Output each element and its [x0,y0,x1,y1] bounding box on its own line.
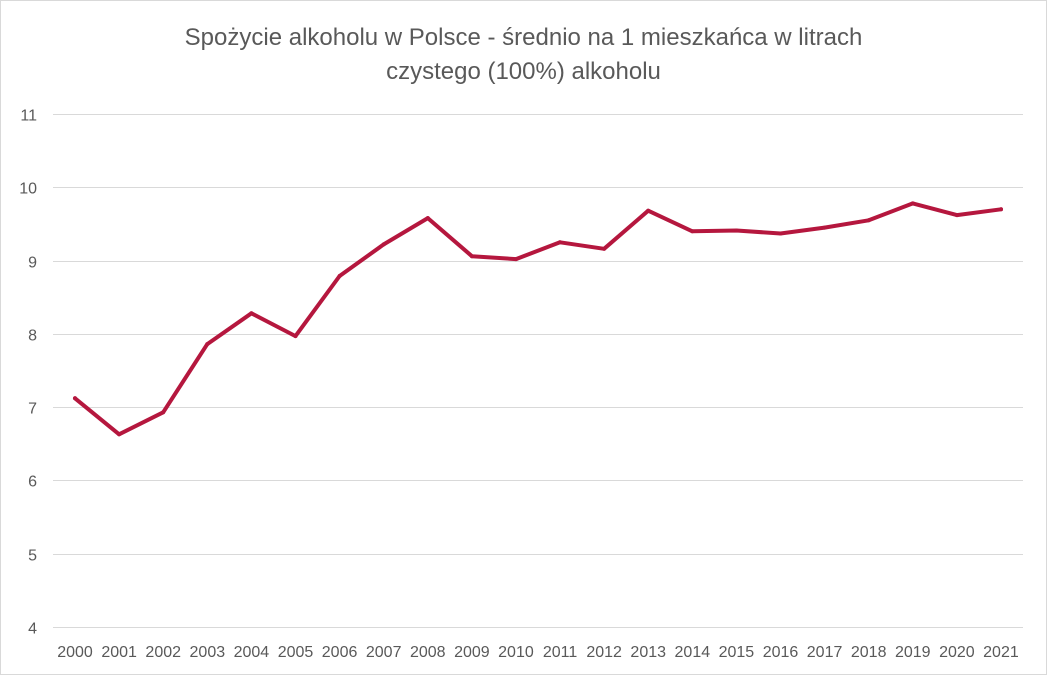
x-tick-label: 2017 [807,644,843,661]
chart-title-line-1: Spożycie alkoholu w Polsce - średnio na … [184,24,863,51]
x-tick-label: 2005 [278,644,314,661]
data-point [954,213,959,218]
data-point [602,246,607,251]
y-tick-label: 5 [28,548,37,565]
x-tick-label: 2001 [101,644,137,661]
y-tick-label: 11 [20,108,37,125]
y-tick-label: 7 [28,401,37,418]
y-axis-ticks: 4 5 6 7 8 9 10 11 [19,108,37,638]
data-point [514,257,518,262]
data-point [690,229,695,234]
x-tick-label: 2003 [190,644,226,661]
y-tick-label: 4 [28,621,37,638]
data-point [734,228,739,233]
x-tick-label: 2013 [630,644,666,661]
data-point [558,240,562,245]
x-axis-ticks: 2000 2001 2002 2003 2004 2005 2006 2007 2008 2009… [57,644,1019,661]
y-tick-label: 9 [28,255,37,272]
data-point [425,216,430,221]
data-point [866,218,871,223]
x-tick-label: 2021 [983,644,1019,661]
y-tick-label: 6 [28,474,37,491]
data-point [910,201,915,206]
data-point [249,311,254,316]
data-point [337,274,342,278]
x-tick-label: 2004 [234,644,270,661]
series-line-0 [73,201,1003,437]
grid-layer [53,114,1023,628]
y-tick-label: 8 [28,328,37,345]
data-point [822,225,827,230]
data-point [778,231,783,236]
x-tick-label: 2019 [895,644,931,661]
data-point [205,342,210,347]
x-tick-label: 2011 [543,644,578,661]
data-point [999,207,1003,212]
x-tick-label: 2006 [322,644,358,661]
x-tick-label: 2000 [57,644,93,661]
y-tick-label: 10 [19,181,37,198]
chart-title: Spożycie alkoholu w Polsce - średnio na … [1,21,1046,89]
x-tick-label: 2007 [366,644,402,661]
x-tick-label: 2008 [410,644,446,661]
series-layer [73,201,1003,437]
x-tick-label: 2014 [675,644,711,661]
x-tick-label: 2018 [851,644,887,661]
x-tick-label: 2009 [454,644,490,661]
x-tick-label: 2016 [763,644,799,661]
data-point [646,208,651,213]
data-point [293,334,298,339]
x-tick-label: 2012 [586,644,622,661]
x-tick-label: 2020 [939,644,975,661]
x-tick-label: 2010 [498,644,534,661]
data-point [73,396,77,401]
data-point [161,410,166,415]
data-point [469,254,474,259]
chart-title-line-2: czystego (100%) alkoholu [386,58,661,85]
x-tick-label: 2015 [719,644,755,661]
data-point [381,242,386,247]
data-point [117,432,122,437]
x-tick-label: 2002 [145,644,181,661]
